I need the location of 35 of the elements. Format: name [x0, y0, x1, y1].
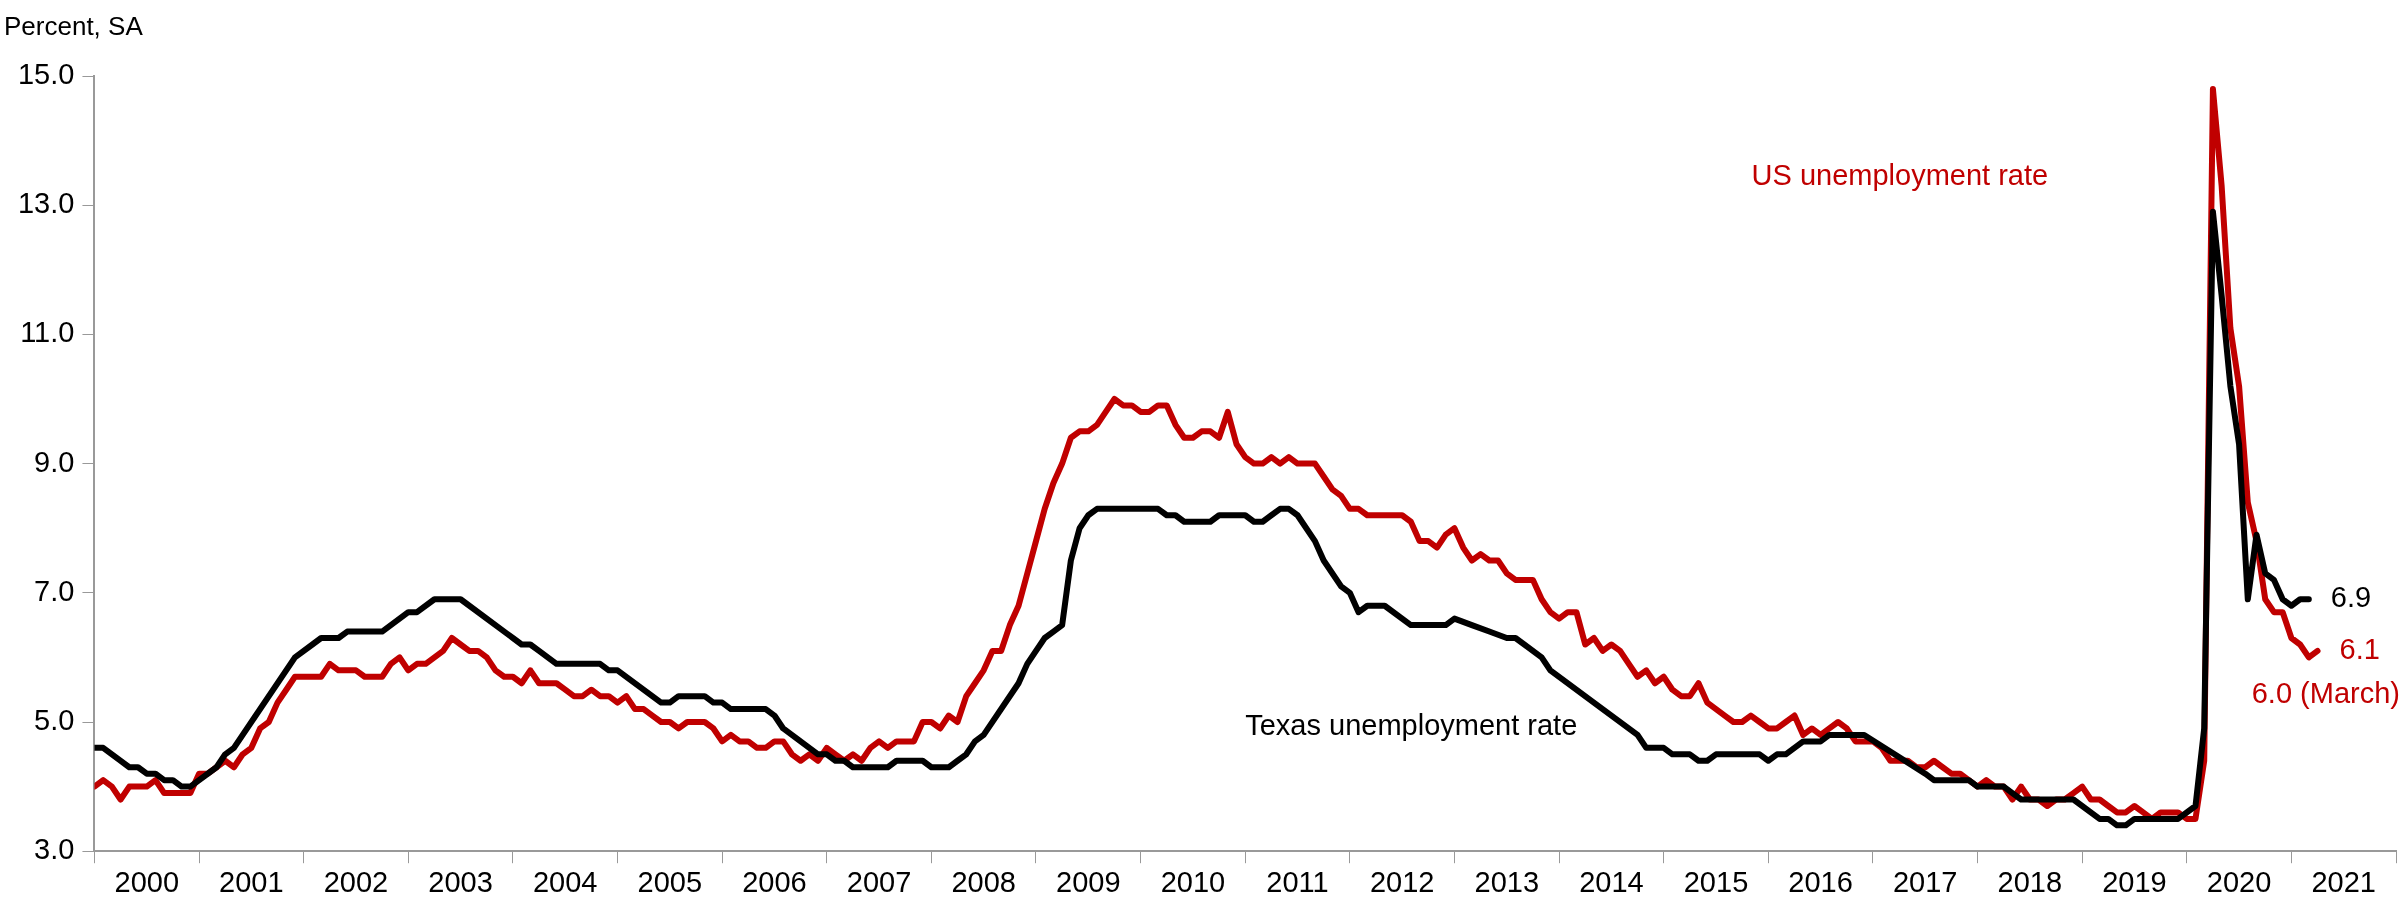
x-tick-label: 2000 [114, 865, 180, 898]
annotation: 6.1 [2339, 632, 2380, 665]
y-tick-label: 9.0 [34, 445, 75, 478]
x-tick-label: 2015 [1683, 865, 1749, 898]
annotation: 6.9 [2330, 581, 2372, 614]
x-tick-label: 2008 [951, 865, 1016, 898]
x-tick-label: 2003 [428, 865, 493, 898]
x-tick-label: 2001 [219, 865, 284, 898]
annotation: 6.0 (March) [2251, 677, 2401, 710]
x-tick-label: 2006 [742, 865, 807, 898]
x-tick-label: 2007 [846, 865, 912, 898]
x-tick-label: 2021 [2311, 865, 2376, 898]
x-tick-label: 2009 [1056, 865, 1121, 898]
x-tick-label: 2004 [532, 865, 598, 898]
y-tick-label: 15.0 [17, 58, 75, 90]
y-tick-label: 7.0 [34, 574, 75, 607]
x-tick-label: 2011 [1266, 865, 1329, 898]
y-axis-title: Percent, SA [4, 11, 144, 42]
y-tick-label: 11.0 [20, 316, 75, 349]
x-tick-label: 2010 [1160, 865, 1226, 898]
series-label: Texas unemployment rate [1245, 709, 1578, 742]
x-tick-label: 2020 [2206, 865, 2272, 898]
x-tick-label: 2017 [1892, 865, 1958, 898]
y-tick-label: 13.0 [17, 187, 75, 220]
x-tick-label: 2016 [1788, 865, 1853, 898]
text: US unemployment rate [1751, 158, 2049, 191]
x-tick-label: 2014 [1579, 865, 1644, 898]
x-tick-label: 2005 [637, 865, 703, 898]
x-tick-label: 2002 [323, 865, 389, 898]
x-tick-label: 2012 [1369, 865, 1435, 898]
y-tick-label: 3.0 [34, 833, 75, 866]
x-tick-label: 2018 [1997, 865, 2063, 898]
x-tick-label: 2019 [2102, 865, 2167, 898]
x-tick-label: 2013 [1474, 865, 1540, 898]
y-tick-label: 5.0 [34, 704, 75, 736]
